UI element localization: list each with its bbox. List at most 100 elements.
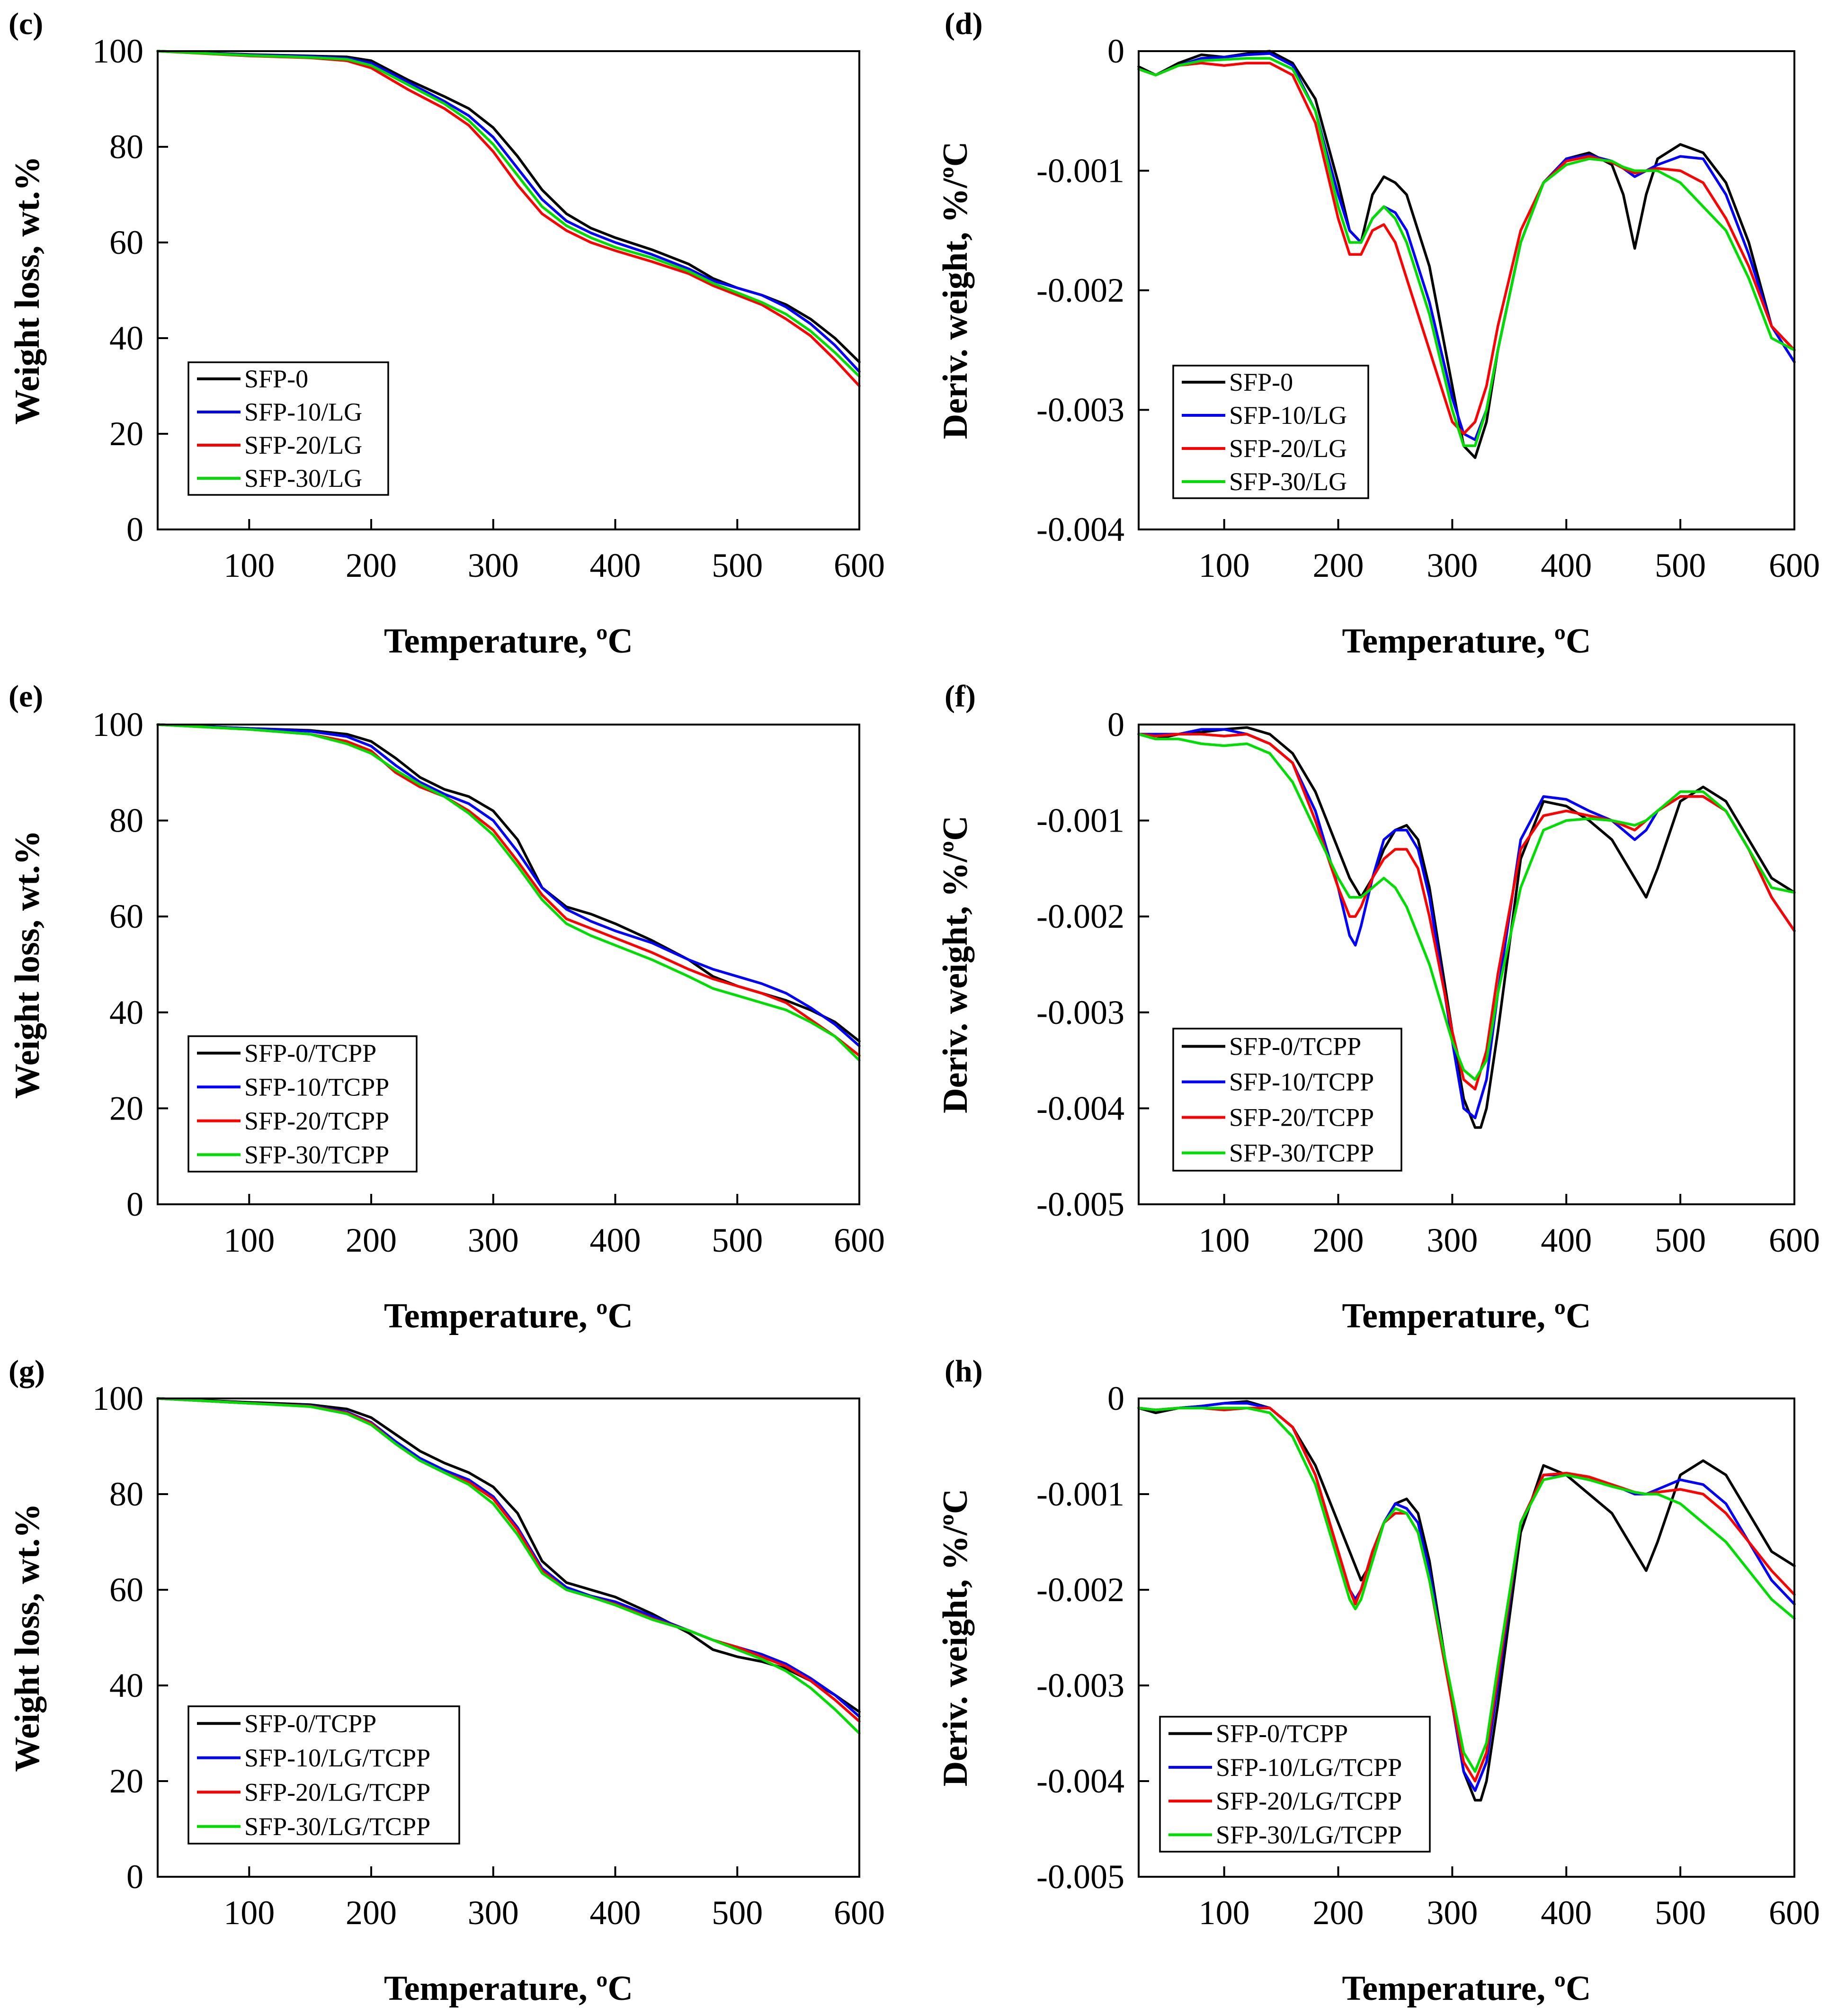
- plot-frame: [1138, 724, 1795, 1205]
- x-tick-label: 500: [1655, 547, 1706, 584]
- legend-entry-3: SFP-30/LG: [1229, 467, 1347, 496]
- y-tick-label: 20: [109, 1089, 143, 1127]
- y-tick-label: -0.001: [1036, 1475, 1124, 1513]
- legend-box: [187, 1705, 460, 1845]
- y-tick-label: 0: [126, 1858, 143, 1896]
- y-tick-label: -0.002: [1036, 1571, 1124, 1609]
- x-tick-label: 100: [223, 1221, 275, 1259]
- chart-panel-5: (h) 100 200 300 400 500 600 -0.005 -0.004 -0.003 -…: [936, 1354, 1820, 2008]
- legend-entry-1: SFP-10/LG: [1229, 401, 1347, 430]
- y-tick-label: -0.004: [1036, 1089, 1124, 1127]
- panel-label: (e): [9, 679, 43, 714]
- series-line-3: [1137, 57, 1796, 448]
- y-tick-label: 0: [1107, 32, 1124, 70]
- panel-label: (c): [9, 7, 43, 41]
- y-tick-label: 80: [109, 1475, 143, 1513]
- x-tick-label: 200: [346, 1221, 397, 1259]
- plot-frame: [1138, 1398, 1795, 1878]
- legend-entry-1: SFP-10/LG/TCPP: [244, 1744, 430, 1772]
- x-tick-label: 600: [834, 1894, 885, 1932]
- y-tick-label: -0.001: [1036, 152, 1124, 190]
- x-tick-label: 500: [1655, 1221, 1706, 1259]
- y-axis-label: Deriv. weight, %/ºC: [936, 142, 975, 439]
- legend-box: [1172, 365, 1369, 499]
- y-tick-label: 80: [109, 128, 143, 166]
- x-tick-label: 300: [1427, 547, 1478, 584]
- legend-box: [1172, 1028, 1402, 1172]
- legend-entry-3: SFP-30/TCPP: [1229, 1139, 1374, 1167]
- x-axis-label: Temperature, ºC: [384, 1297, 633, 1335]
- x-tick-label: 400: [1541, 547, 1592, 584]
- y-tick-label: 0: [126, 511, 143, 548]
- legend-entry-3: SFP-30/TCPP: [244, 1140, 389, 1169]
- y-tick-label: -0.005: [1036, 1858, 1124, 1896]
- legend-entry-1: SFP-10/TCPP: [1229, 1068, 1374, 1096]
- legend-box: [1159, 1716, 1431, 1853]
- y-axis-label: Deriv. weight, %/ºC: [936, 815, 975, 1113]
- x-tick-label: 500: [712, 1221, 763, 1259]
- chart-panel-1: (d) 100 200 300 400 500 600 -0.004 -0.003 -0.002 -…: [936, 7, 1820, 661]
- y-tick-label: -0.001: [1036, 802, 1124, 840]
- legend-entry-3: SFP-30/LG: [244, 464, 362, 493]
- legend-entry-0: SFP-0/TCPP: [1229, 1032, 1361, 1061]
- x-tick-label: 100: [1199, 1221, 1250, 1259]
- series-line-3: [1137, 733, 1796, 1081]
- x-axis-label: Temperature, ºC: [384, 1969, 633, 2008]
- x-axis-label: Temperature, ºC: [1342, 1969, 1591, 2008]
- plot-frame: [157, 724, 860, 1205]
- x-tick-label: 500: [1655, 1894, 1706, 1932]
- legend-entry-1: SFP-10/TCPP: [244, 1073, 389, 1101]
- legend-entry-1: SFP-10/LG/TCPP: [1216, 1753, 1402, 1782]
- y-tick-label: 20: [109, 415, 143, 453]
- y-tick-label: -0.005: [1036, 1185, 1124, 1223]
- x-tick-label: 600: [1769, 1894, 1820, 1932]
- y-axis-label: Weight loss, wt.%: [8, 156, 47, 424]
- plot-frame: [157, 50, 860, 530]
- x-axis-label: Temperature, ºC: [1342, 622, 1591, 661]
- chart-panel-0: (c) 100 200 300 400 500 600 0 20 40 60 80 100 Tempera…: [8, 7, 885, 661]
- legend-box: [187, 1035, 418, 1173]
- legend-entry-2: SFP-20/TCPP: [1229, 1103, 1374, 1132]
- x-tick-label: 300: [1427, 1894, 1478, 1932]
- x-tick-label: 300: [468, 1894, 519, 1932]
- x-tick-label: 100: [223, 1894, 275, 1932]
- legend-box: [187, 361, 389, 496]
- y-tick-label: 100: [92, 1380, 143, 1417]
- x-tick-label: 600: [834, 1221, 885, 1259]
- y-tick-label: 100: [92, 32, 143, 70]
- series-line-2: [1137, 62, 1796, 435]
- x-tick-label: 200: [346, 547, 397, 584]
- y-tick-label: 0: [126, 1185, 143, 1223]
- series-line-1: [156, 50, 861, 373]
- x-tick-label: 200: [1313, 547, 1364, 584]
- series-line-3: [156, 50, 861, 378]
- x-tick-label: 200: [1313, 1894, 1364, 1932]
- x-tick-label: 400: [590, 1221, 641, 1259]
- x-tick-label: 100: [1199, 1894, 1250, 1932]
- x-tick-label: 400: [590, 1894, 641, 1932]
- legend-entry-2: SFP-20/LG/TCPP: [244, 1778, 430, 1806]
- legend-entry-0: SFP-0: [244, 365, 308, 393]
- x-tick-label: 400: [590, 547, 641, 584]
- legend-entry-3: SFP-30/LG/TCPP: [1216, 1820, 1402, 1849]
- series-line-0: [1137, 726, 1796, 1129]
- x-tick-label: 100: [1199, 547, 1250, 584]
- x-tick-label: 300: [468, 1221, 519, 1259]
- y-tick-label: 40: [109, 1667, 143, 1704]
- x-tick-label: 600: [1769, 1221, 1820, 1259]
- x-tick-label: 300: [468, 547, 519, 584]
- legend-entry-2: SFP-20/LG: [1229, 434, 1347, 463]
- y-tick-label: 100: [92, 706, 143, 744]
- series-line-0: [156, 50, 861, 364]
- y-axis-label: Weight loss, wt.%: [8, 1503, 47, 1772]
- legend-entry-0: SFP-0/TCPP: [244, 1709, 376, 1738]
- x-tick-label: 200: [1313, 1221, 1364, 1259]
- series-line-2: [156, 723, 861, 1057]
- legend-entry-1: SFP-10/LG: [244, 398, 362, 426]
- x-tick-label: 200: [346, 1894, 397, 1932]
- y-tick-label: 60: [109, 897, 143, 935]
- legend-entry-0: SFP-0: [1229, 368, 1293, 396]
- series-line-0: [156, 1397, 861, 1713]
- legend-entry-2: SFP-20/TCPP: [244, 1107, 389, 1135]
